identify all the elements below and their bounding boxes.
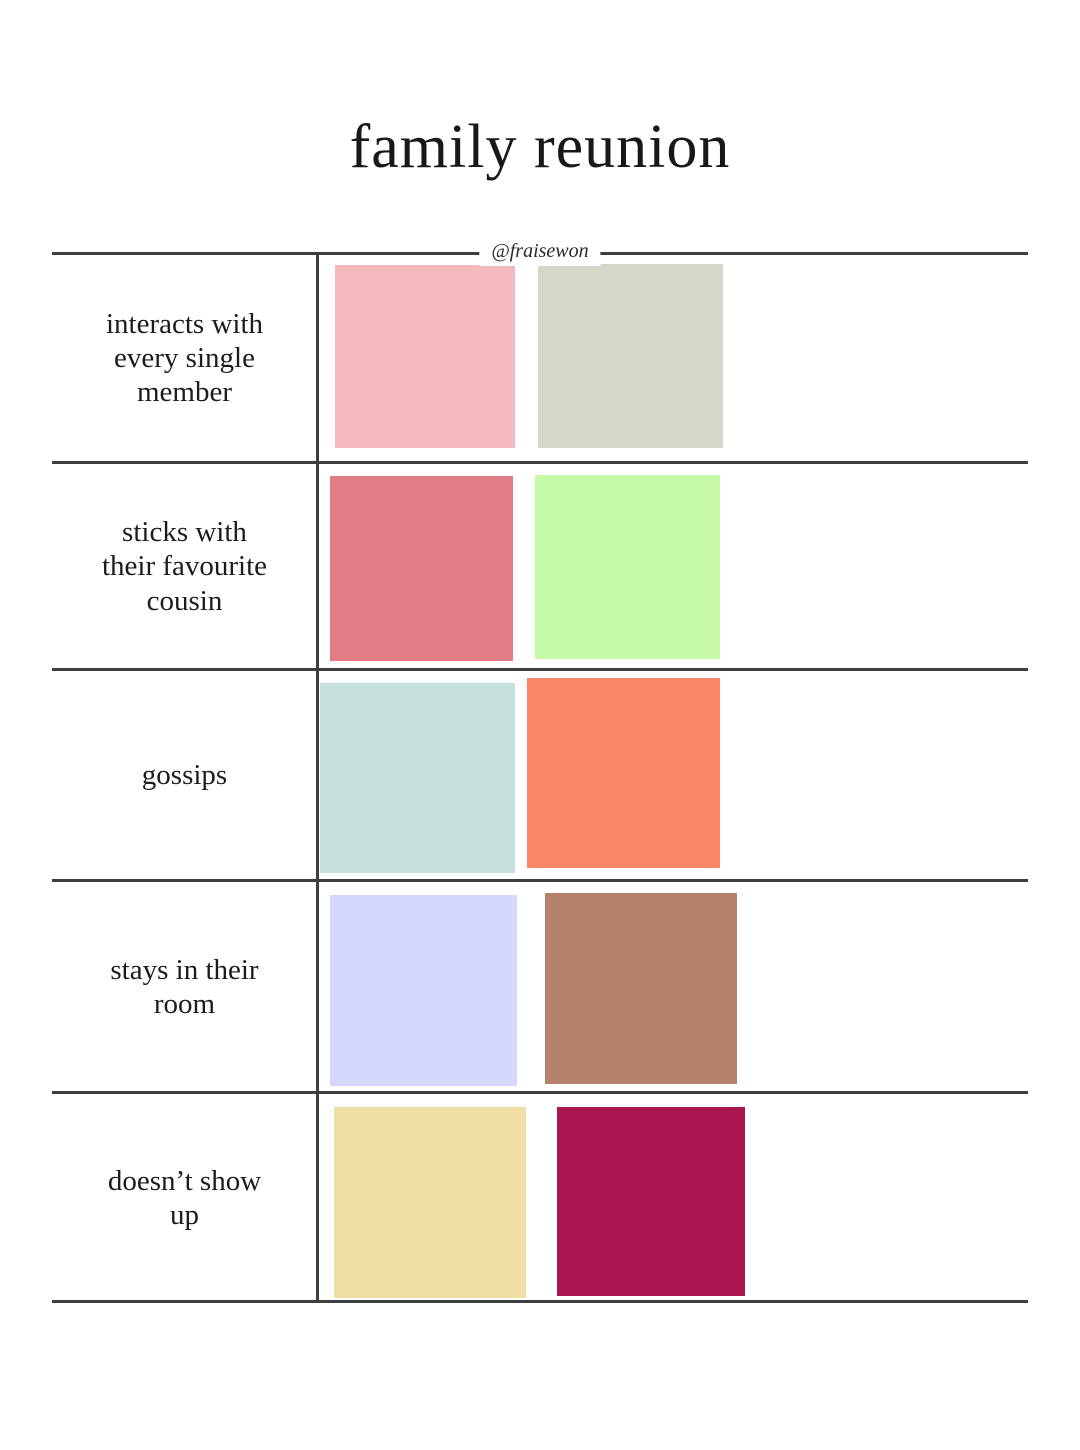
grid-line-row1-bottom [52,461,1028,464]
color-swatch-orange [527,678,720,868]
grid-line-row2-bottom [52,668,1028,671]
row-label-sticks-with-their-favourite-cousin: sticks with their favourite cousin [101,516,268,617]
color-swatch-pale-yellow [334,1107,526,1298]
color-swatch-soft-pink [335,265,515,448]
grid-line-bottom [52,1300,1028,1303]
grid-line-column-divider [316,252,319,1302]
row-label-interacts-with-every-single-member: interacts with every single member [105,307,264,409]
color-swatch-pale-mint [320,683,515,873]
page-title: family reunion [349,113,731,181]
color-swatch-warm-brown [545,893,737,1084]
color-swatch-lavender [330,895,517,1086]
row-label-stays-in-their-room: stays in their room [110,953,259,1020]
color-swatch-light-green [535,475,720,659]
grid-line-row4-bottom [52,1091,1028,1094]
row-label-gossips: gossips [141,759,228,792]
color-swatch-beige-gray [538,264,723,448]
watermark-handle: @fraisewon [479,236,601,266]
color-swatch-coral-red [330,476,513,661]
row-label-doesnt-show-up: doesn’t show up [107,1164,262,1231]
color-swatch-raspberry [557,1107,745,1296]
grid-line-row3-bottom [52,879,1028,882]
